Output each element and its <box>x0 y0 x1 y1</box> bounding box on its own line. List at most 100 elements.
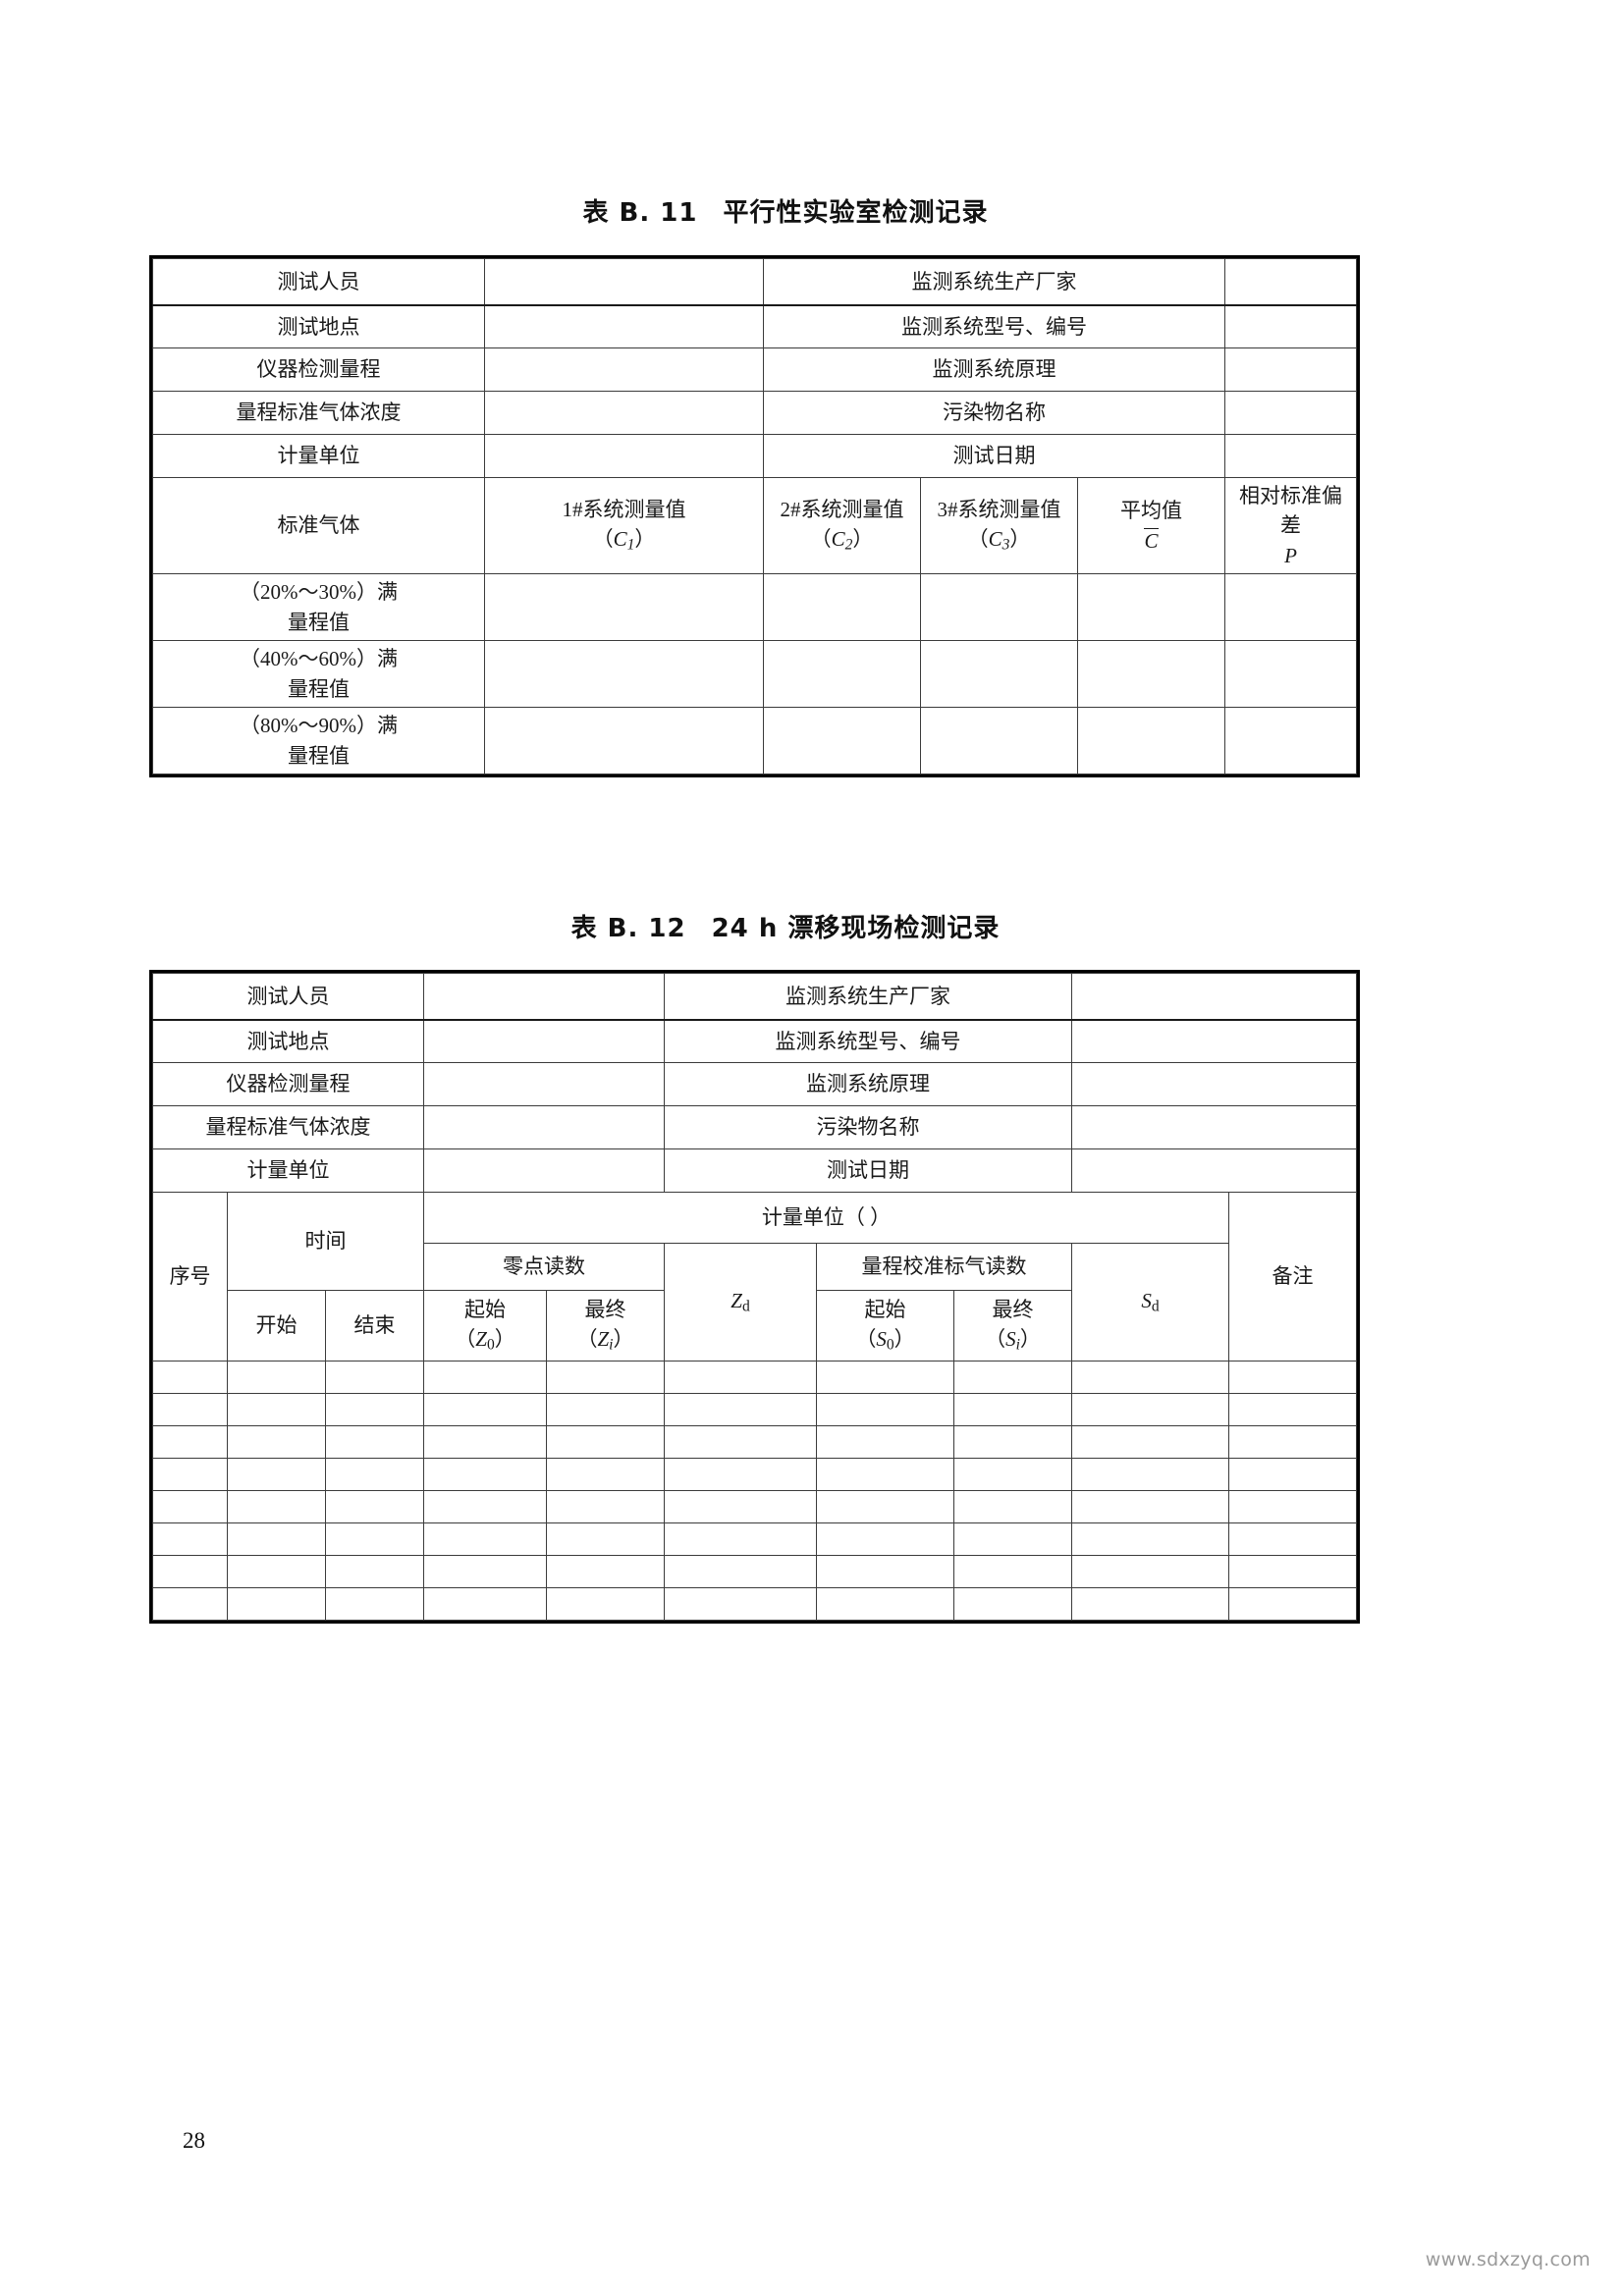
cell-span-start[interactable] <box>816 1555 954 1588</box>
cell-span-drift[interactable] <box>1071 1555 1229 1588</box>
cell-zero-start[interactable] <box>423 1587 547 1621</box>
cell-zero-drift[interactable] <box>664 1490 817 1523</box>
cell-time-start[interactable] <box>227 1393 326 1426</box>
value-manufacturer[interactable] <box>1224 258 1357 306</box>
cell-remark[interactable] <box>1228 1458 1357 1491</box>
cell-span-end[interactable] <box>953 1361 1072 1394</box>
cell-span-drift[interactable] <box>1071 1393 1229 1426</box>
cell-c3[interactable] <box>920 573 1078 642</box>
cell-zero-drift[interactable] <box>664 1425 817 1459</box>
cell-time-start[interactable] <box>227 1587 326 1621</box>
cell-zero-drift[interactable] <box>664 1555 817 1588</box>
cell-span-start[interactable] <box>816 1393 954 1426</box>
cell-span-drift[interactable] <box>1071 1490 1229 1523</box>
cell-span-drift[interactable] <box>1071 1587 1229 1621</box>
cell-time-end[interactable] <box>325 1425 424 1459</box>
cell-c2[interactable] <box>763 707 921 774</box>
cell-zero-drift[interactable] <box>664 1522 817 1556</box>
cell-zero-start[interactable] <box>423 1425 547 1459</box>
value-model-serial[interactable] <box>1224 304 1357 348</box>
cell-rsd[interactable] <box>1224 707 1357 774</box>
cell-time-start[interactable] <box>227 1490 326 1523</box>
cell-seq[interactable] <box>152 1490 228 1523</box>
value-standard-gas-conc[interactable] <box>423 1105 665 1149</box>
value-model-serial[interactable] <box>1071 1019 1357 1063</box>
cell-zero-start[interactable] <box>423 1393 547 1426</box>
value-manufacturer[interactable] <box>1071 973 1357 1021</box>
cell-c2[interactable] <box>763 573 921 642</box>
cell-span-end[interactable] <box>953 1522 1072 1556</box>
cell-c1[interactable] <box>484 573 764 642</box>
value-instrument-range[interactable] <box>484 347 764 392</box>
cell-rsd[interactable] <box>1224 573 1357 642</box>
value-measure-unit[interactable] <box>484 434 764 478</box>
cell-average[interactable] <box>1077 573 1225 642</box>
value-pollutant-name[interactable] <box>1071 1105 1357 1149</box>
cell-time-end[interactable] <box>325 1490 424 1523</box>
cell-span-end[interactable] <box>953 1425 1072 1459</box>
cell-remark[interactable] <box>1228 1490 1357 1523</box>
cell-span-start[interactable] <box>816 1425 954 1459</box>
cell-zero-drift[interactable] <box>664 1361 817 1394</box>
value-system-principle[interactable] <box>1071 1062 1357 1106</box>
cell-seq[interactable] <box>152 1555 228 1588</box>
cell-time-start[interactable] <box>227 1425 326 1459</box>
cell-zero-drift[interactable] <box>664 1393 817 1426</box>
cell-span-end[interactable] <box>953 1555 1072 1588</box>
cell-zero-start[interactable] <box>423 1555 547 1588</box>
value-test-date[interactable] <box>1224 434 1357 478</box>
cell-zero-start[interactable] <box>423 1361 547 1394</box>
cell-zero-end[interactable] <box>546 1458 665 1491</box>
cell-time-end[interactable] <box>325 1361 424 1394</box>
cell-remark[interactable] <box>1228 1361 1357 1394</box>
cell-zero-end[interactable] <box>546 1587 665 1621</box>
cell-remark[interactable] <box>1228 1393 1357 1426</box>
cell-zero-drift[interactable] <box>664 1458 817 1491</box>
cell-time-end[interactable] <box>325 1522 424 1556</box>
value-location[interactable] <box>484 304 764 348</box>
cell-time-end[interactable] <box>325 1458 424 1491</box>
value-tester[interactable] <box>423 973 665 1021</box>
cell-span-drift[interactable] <box>1071 1522 1229 1556</box>
cell-zero-end[interactable] <box>546 1555 665 1588</box>
cell-span-end[interactable] <box>953 1490 1072 1523</box>
cell-span-end[interactable] <box>953 1587 1072 1621</box>
cell-span-drift[interactable] <box>1071 1361 1229 1394</box>
cell-span-start[interactable] <box>816 1458 954 1491</box>
cell-seq[interactable] <box>152 1425 228 1459</box>
cell-seq[interactable] <box>152 1393 228 1426</box>
cell-time-start[interactable] <box>227 1458 326 1491</box>
cell-remark[interactable] <box>1228 1555 1357 1588</box>
cell-zero-end[interactable] <box>546 1361 665 1394</box>
cell-remark[interactable] <box>1228 1522 1357 1556</box>
cell-zero-end[interactable] <box>546 1522 665 1556</box>
cell-time-end[interactable] <box>325 1555 424 1588</box>
cell-zero-start[interactable] <box>423 1458 547 1491</box>
cell-span-end[interactable] <box>953 1458 1072 1491</box>
cell-rsd[interactable] <box>1224 640 1357 709</box>
cell-span-start[interactable] <box>816 1587 954 1621</box>
cell-zero-drift[interactable] <box>664 1587 817 1621</box>
value-measure-unit[interactable] <box>423 1148 665 1193</box>
cell-c1[interactable] <box>484 707 764 774</box>
value-pollutant-name[interactable] <box>1224 391 1357 435</box>
value-system-principle[interactable] <box>1224 347 1357 392</box>
value-test-date[interactable] <box>1071 1148 1357 1193</box>
cell-c3[interactable] <box>920 640 1078 709</box>
cell-span-end[interactable] <box>953 1393 1072 1426</box>
cell-remark[interactable] <box>1228 1587 1357 1621</box>
cell-span-drift[interactable] <box>1071 1425 1229 1459</box>
value-tester[interactable] <box>484 258 764 306</box>
cell-zero-end[interactable] <box>546 1490 665 1523</box>
cell-zero-start[interactable] <box>423 1490 547 1523</box>
cell-seq[interactable] <box>152 1458 228 1491</box>
cell-zero-end[interactable] <box>546 1425 665 1459</box>
value-instrument-range[interactable] <box>423 1062 665 1106</box>
cell-time-start[interactable] <box>227 1555 326 1588</box>
cell-average[interactable] <box>1077 707 1225 774</box>
cell-c2[interactable] <box>763 640 921 709</box>
cell-time-end[interactable] <box>325 1393 424 1426</box>
cell-seq[interactable] <box>152 1361 228 1394</box>
cell-span-start[interactable] <box>816 1522 954 1556</box>
cell-zero-start[interactable] <box>423 1522 547 1556</box>
